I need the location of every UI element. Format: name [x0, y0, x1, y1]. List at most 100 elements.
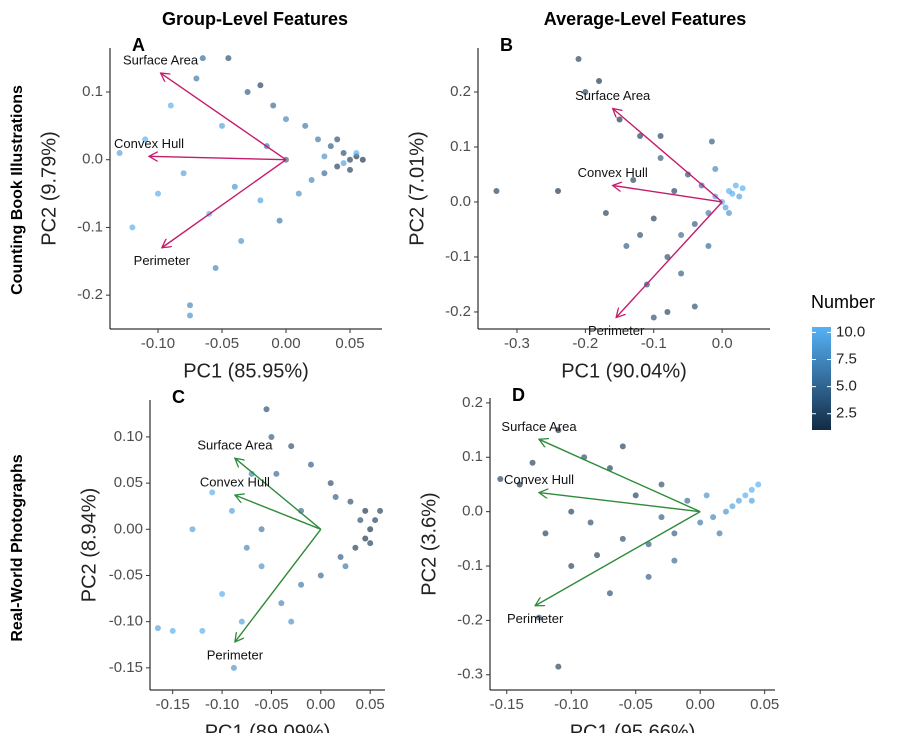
- y-tick-label: -0.10: [109, 613, 143, 630]
- column-title: Average-Level Features: [544, 9, 746, 29]
- x-tick-label: 0.00: [306, 696, 335, 713]
- point: [732, 182, 739, 189]
- point: [288, 443, 295, 450]
- point: [270, 102, 277, 109]
- point: [678, 270, 685, 277]
- point: [748, 497, 755, 504]
- point: [736, 193, 743, 200]
- y-tick-label: 0.1: [82, 83, 103, 100]
- y-tick-label: 0.00: [114, 520, 143, 537]
- point: [228, 507, 235, 514]
- point: [357, 517, 364, 524]
- point: [658, 481, 665, 488]
- point: [602, 209, 609, 216]
- point: [703, 492, 710, 499]
- arrow-label: Perimeter: [207, 647, 264, 662]
- point: [142, 136, 149, 143]
- loading-arrow: [539, 439, 701, 513]
- point: [637, 231, 644, 238]
- loading-arrow: [161, 73, 287, 161]
- point: [671, 187, 678, 194]
- point: [650, 215, 657, 222]
- loading-arrow: [235, 495, 322, 530]
- x-tick-label: -0.10: [205, 696, 239, 713]
- legend-label: 2.5: [836, 405, 857, 422]
- point: [594, 552, 601, 559]
- point: [497, 476, 504, 483]
- arrow-label: Perimeter: [507, 611, 564, 626]
- arrow-label: Surface Area: [197, 438, 273, 453]
- legend-title: Number: [811, 292, 875, 312]
- point: [658, 514, 665, 521]
- point: [555, 427, 562, 434]
- point: [362, 507, 369, 514]
- x-axis-title: PC1 (85.95%): [183, 360, 309, 382]
- point: [705, 242, 712, 249]
- point: [637, 132, 644, 139]
- point: [729, 503, 736, 510]
- point: [238, 237, 245, 244]
- point: [516, 481, 523, 488]
- point: [347, 156, 353, 163]
- point: [684, 497, 691, 504]
- arrow-label: Surface Area: [123, 52, 199, 67]
- point: [582, 88, 589, 95]
- loading-arrow: [616, 201, 723, 317]
- point: [167, 102, 174, 109]
- y-axis-title: PC2 (3.6%): [418, 492, 440, 595]
- x-tick-label: -0.2: [572, 335, 598, 352]
- point: [321, 170, 328, 177]
- point: [716, 530, 723, 537]
- point: [327, 480, 334, 487]
- point: [568, 508, 575, 515]
- point: [315, 136, 321, 143]
- legend-label: 7.5: [836, 350, 857, 367]
- point: [657, 154, 664, 161]
- point: [529, 459, 536, 466]
- point: [248, 470, 255, 477]
- y-tick-label: -0.1: [77, 218, 103, 235]
- x-tick-label: 0.00: [271, 335, 300, 352]
- arrow-label: Convex Hull: [504, 472, 574, 487]
- point: [729, 190, 736, 197]
- x-tick-label: 0.05: [356, 696, 385, 713]
- point: [657, 132, 664, 139]
- point: [725, 209, 732, 216]
- point: [367, 526, 374, 533]
- x-tick-label: 0.00: [686, 696, 715, 713]
- y-tick-label: 0.1: [450, 138, 471, 155]
- point: [209, 489, 216, 496]
- point: [748, 486, 755, 493]
- point: [623, 242, 630, 249]
- point: [755, 481, 762, 488]
- point: [342, 563, 349, 570]
- panel-label: B: [500, 35, 513, 55]
- point: [230, 664, 237, 671]
- point: [493, 187, 500, 194]
- point: [231, 183, 238, 190]
- point: [645, 541, 652, 548]
- point: [257, 197, 264, 204]
- point: [258, 526, 265, 533]
- y-tick-label: 0.2: [450, 83, 471, 100]
- x-tick-label: -0.05: [254, 696, 288, 713]
- point: [283, 116, 289, 123]
- x-axis-title: PC1 (90.04%): [561, 360, 687, 382]
- point: [664, 253, 671, 260]
- y-tick-label: -0.15: [109, 659, 143, 676]
- point: [308, 177, 315, 184]
- y-tick-label: -0.1: [445, 248, 471, 265]
- point: [129, 224, 136, 231]
- point: [367, 540, 374, 547]
- point: [377, 507, 384, 514]
- x-tick-label: 0.05: [750, 696, 779, 713]
- point: [244, 89, 251, 96]
- legend-label: 5.0: [836, 378, 857, 395]
- point: [169, 627, 176, 634]
- point: [632, 492, 639, 499]
- y-axis-title: PC2 (7.01%): [406, 131, 428, 246]
- y-tick-label: -0.05: [109, 566, 143, 583]
- x-tick-label: -0.3: [504, 335, 530, 352]
